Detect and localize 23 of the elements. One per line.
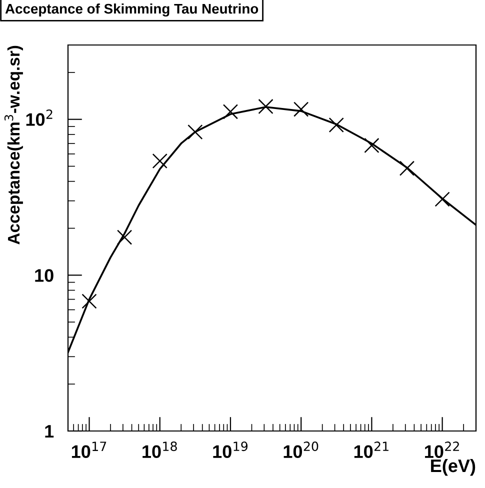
point [152,153,168,169]
y-tick-label: 1 [45,425,54,438]
y-axis-title: Acceptance(km$^{3}$-w.eq.sr) [4,46,23,244]
chart-title: Acceptance of Skimming Tau Neutrino [5,3,258,17]
point [82,294,97,309]
x-tick-label: 10$^{20}$ [284,442,318,458]
point [364,138,380,154]
point [188,124,203,140]
point [258,98,274,114]
point [294,102,309,117]
x-tick-label: 10$^{22}$ [425,442,459,458]
x-tick-label: 10$^{18}$ [142,442,177,458]
point [328,117,344,133]
y-tick-label: 10$^{2}$ [26,109,52,126]
y-tick-label: 10 [35,269,54,282]
x-axis-title: E(eV) [431,458,476,476]
point [434,192,450,207]
x-tick-label: 10$^{19}$ [213,442,248,458]
point [116,230,132,245]
point [399,160,415,176]
point [222,104,238,120]
x-tick-label: 10$^{17}$ [72,442,106,458]
x-tick-label: 10$^{21}$ [354,442,388,458]
